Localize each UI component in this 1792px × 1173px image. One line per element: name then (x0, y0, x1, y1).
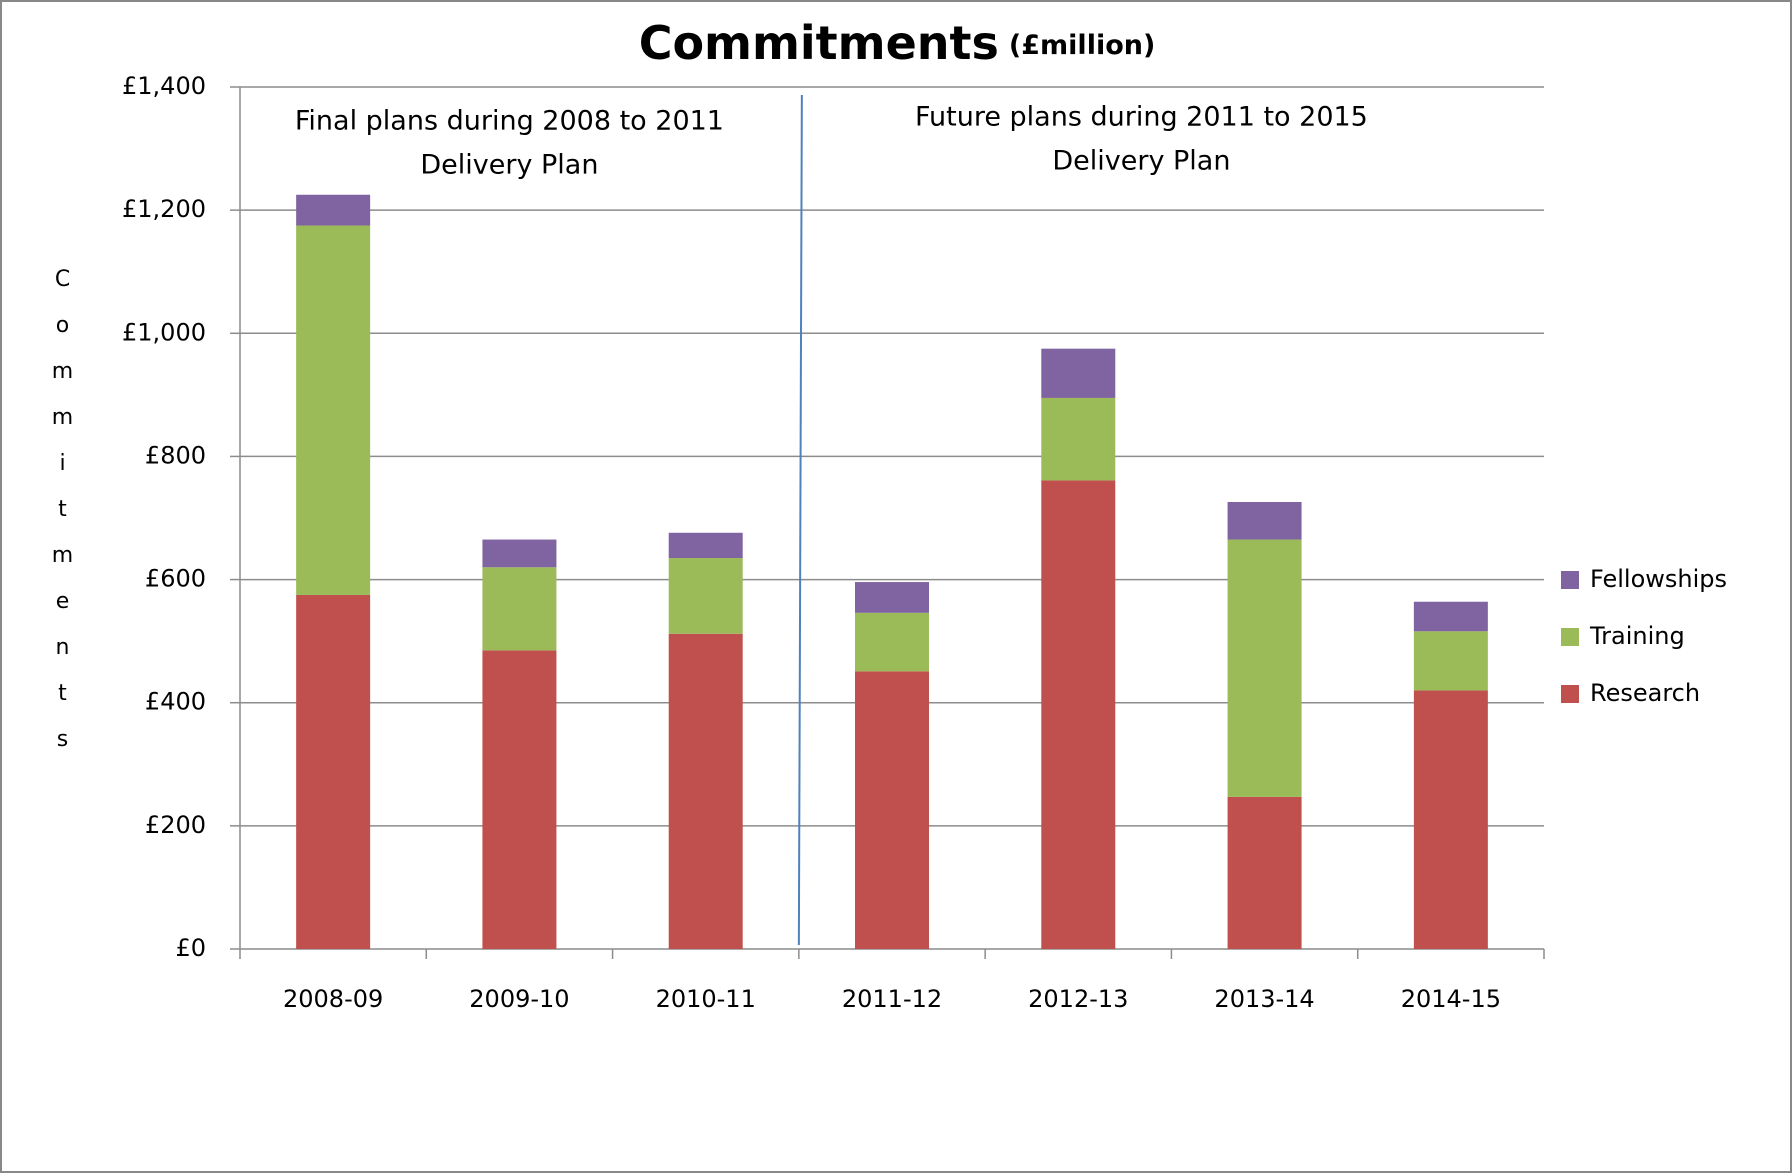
bar-segment (296, 225, 371, 595)
y-tick-label: £0 (175, 934, 206, 962)
bar-segment (482, 567, 557, 651)
legend-label: Fellowships (1590, 565, 1727, 593)
bar-segment (1227, 501, 1302, 540)
annotation: Future plans during 2011 to 2015 (915, 102, 1368, 133)
bar-segment (1227, 796, 1302, 949)
bar-segment (668, 633, 743, 949)
x-tick-label: 2011-12 (842, 985, 942, 1013)
annotation: Delivery Plan (1052, 146, 1230, 177)
chart-title-group: Commitments (£million) (639, 16, 1156, 70)
legend-swatch (1561, 685, 1579, 703)
x-tick-label: 2014-15 (1401, 985, 1501, 1013)
x-tick-label: 2010-11 (656, 985, 756, 1013)
annotation: Delivery Plan (420, 150, 598, 181)
bar-segment (482, 539, 557, 568)
bar-segment (1413, 601, 1488, 632)
y-tick-label: £1,400 (122, 72, 206, 100)
bar-segment (855, 671, 929, 949)
y-axis-label: Commitments (50, 267, 75, 773)
bar-segment (1227, 539, 1302, 797)
legend-swatch (1561, 571, 1579, 589)
annotation: Final plans during 2008 to 2011 (295, 106, 724, 137)
bar-segment (1041, 480, 1116, 949)
chart-subtitle: (£million) (1009, 30, 1155, 61)
legend-label: Training (1589, 622, 1685, 650)
period-divider (797, 94, 803, 946)
chart-title: Commitments (639, 16, 999, 70)
x-tick-label: 2013-14 (1214, 985, 1314, 1013)
bar-segment (855, 612, 929, 672)
bar-segment (296, 194, 371, 226)
bar-segment (668, 558, 743, 634)
bar-segment (1413, 690, 1488, 949)
x-tick-label: 2012-13 (1028, 985, 1128, 1013)
y-tick-label: £1,200 (122, 195, 206, 223)
y-tick-label: £400 (145, 688, 206, 716)
bar-segment (855, 582, 929, 613)
y-tick-label: £1,000 (122, 318, 206, 346)
x-tick-label: 2009-10 (469, 985, 569, 1013)
y-tick-label: £600 (145, 565, 206, 593)
bar-segment (1041, 348, 1116, 398)
bar-segment (668, 532, 743, 559)
y-tick-label: £200 (145, 811, 206, 839)
y-tick-label: £800 (145, 441, 206, 469)
bar-segment (482, 650, 557, 949)
bar-segment (1041, 397, 1116, 481)
x-tick-label: 2008-09 (283, 985, 383, 1013)
legend-label: Research (1590, 679, 1700, 707)
bar-segment (1413, 631, 1488, 691)
bar-segment (296, 594, 371, 949)
legend-swatch (1561, 628, 1579, 646)
